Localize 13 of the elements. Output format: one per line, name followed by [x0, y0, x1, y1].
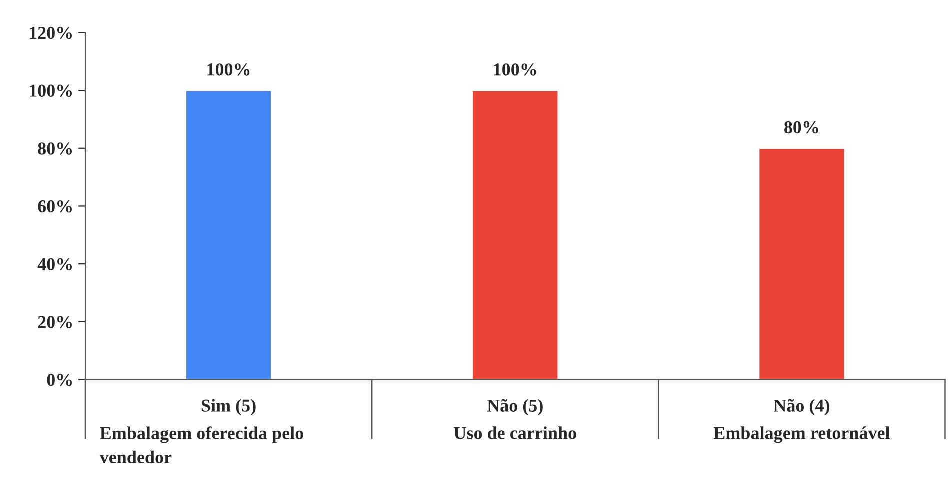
data-label: 100% — [494, 64, 536, 76]
data-label: 80% — [784, 121, 818, 134]
y-tick-label: 0% — [47, 374, 72, 386]
y-tick-label: 80% — [38, 142, 72, 155]
y-tick-label: 60% — [38, 200, 72, 213]
y-tick-label: 20% — [38, 316, 72, 328]
data-label: 100% — [208, 64, 250, 76]
y-tick-label: 120% — [30, 26, 72, 40]
category-label: Não (5) Uso de carrinho — [454, 399, 576, 440]
y-tick-label: 100% — [30, 84, 72, 98]
category-label: Sim (5) Embalagem oferecida pelo vendedor — [100, 399, 304, 464]
y-tick-label: 40% — [38, 258, 72, 271]
category-label: Não (4) Embalagem retornável — [714, 399, 890, 444]
